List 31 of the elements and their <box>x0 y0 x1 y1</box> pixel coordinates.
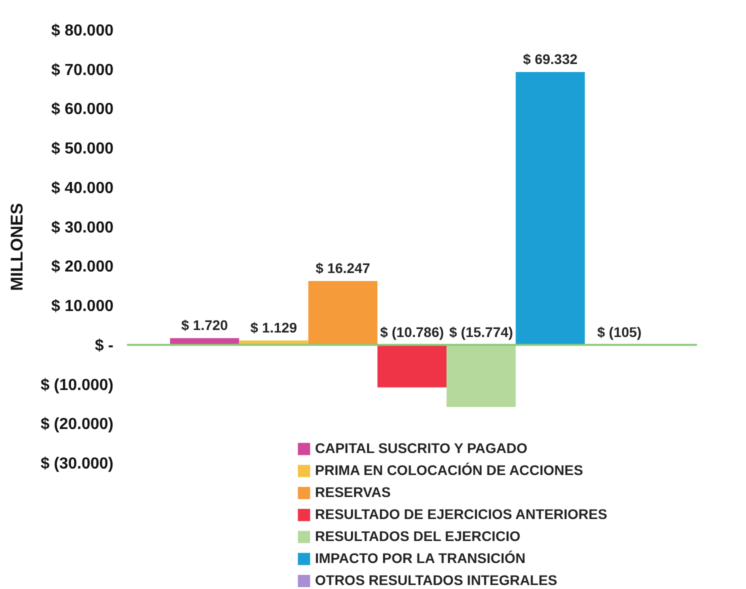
y-tick-label: $ - <box>94 337 114 354</box>
legend-label: IMPACTO POR LA TRANSICIÓN <box>315 550 526 566</box>
legend-label: RESERVAS <box>315 484 391 500</box>
bar <box>308 280 378 345</box>
legend-label: PRIMA EN COLOCACIÓN DE ACCIONES <box>315 462 584 478</box>
data-label: $ 16.247 <box>316 260 370 276</box>
y-tick-label: $ 20.000 <box>51 258 114 276</box>
y-tick-label: $ 50.000 <box>51 140 114 158</box>
y-axis-title: MILLONES <box>8 203 27 291</box>
y-tick-label: $ 80.000 <box>51 22 114 40</box>
data-label: $ 1.129 <box>250 319 298 336</box>
y-tick-label: $ (10.000) <box>40 376 114 394</box>
bar <box>516 72 585 345</box>
y-tick-label: $ 40.000 <box>51 180 114 197</box>
legend-label: RESULTADOS DEL EJERCICIO <box>315 528 520 544</box>
data-label: $ (105) <box>597 324 642 340</box>
data-label: $ (10.786) <box>380 324 444 340</box>
y-tick-label: $ (30.000) <box>40 456 114 472</box>
data-label: $ 1.720 <box>181 317 228 334</box>
y-tick-label: $ 10.000 <box>51 298 114 316</box>
y-tick-label: $ 30.000 <box>51 219 114 236</box>
data-label: $ 69.332 <box>523 50 578 67</box>
data-label: $ (15.774) <box>449 324 514 340</box>
y-tick-label: $ (20.000) <box>40 416 114 434</box>
legend-label: RESULTADO DE EJERCICIOS ANTERIORES <box>315 506 608 522</box>
bar <box>377 344 447 388</box>
y-tick-label: $ 60.000 <box>51 101 114 118</box>
bar <box>446 344 516 407</box>
legend-label: OTROS RESULTADOS INTEGRALES <box>315 572 558 588</box>
legend-label: CAPITAL SUSCRITO Y PAGADO <box>315 440 528 456</box>
y-tick-label: $ 70.000 <box>51 62 114 79</box>
